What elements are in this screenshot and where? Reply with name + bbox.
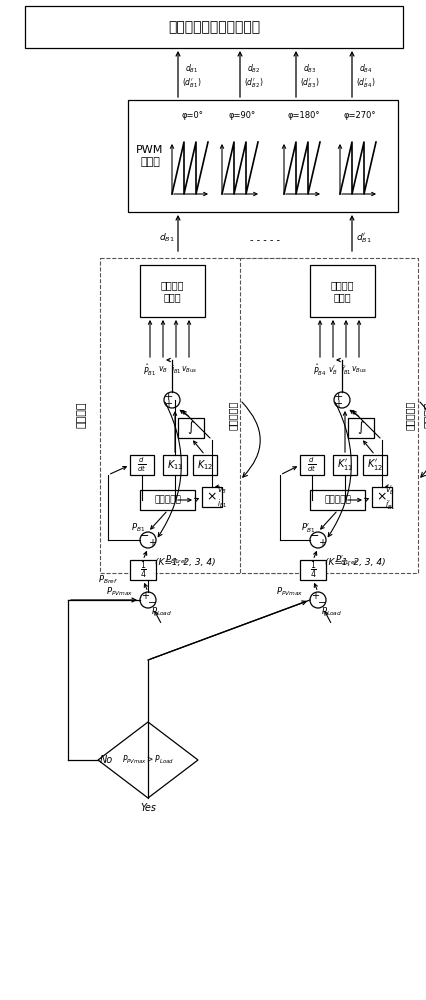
Text: $K_{11}$: $K_{11}$ bbox=[167, 458, 183, 472]
Circle shape bbox=[310, 592, 326, 608]
Text: φ=90°: φ=90° bbox=[228, 111, 256, 120]
Bar bbox=[178, 418, 204, 438]
Text: $P_{Load}$: $P_{Load}$ bbox=[321, 606, 343, 618]
Text: 非线性平
衡系统: 非线性平 衡系统 bbox=[331, 280, 354, 302]
Text: $i_{B1}'$: $i_{B1}'$ bbox=[341, 363, 351, 377]
Text: ∫: ∫ bbox=[358, 422, 364, 434]
Text: 反馈控制律: 反馈控制律 bbox=[405, 400, 415, 430]
Text: −: − bbox=[310, 531, 320, 541]
Text: −: − bbox=[140, 531, 150, 541]
Text: $P_{PVmax}>P_{Load}$: $P_{PVmax}>P_{Load}$ bbox=[122, 754, 174, 766]
Text: −: − bbox=[148, 598, 156, 608]
Text: $v_B$
$i_{B1}$: $v_B$ $i_{B1}$ bbox=[217, 486, 227, 510]
Bar bbox=[130, 455, 154, 475]
Text: +: + bbox=[141, 591, 149, 601]
Text: −: − bbox=[318, 598, 326, 608]
Bar bbox=[100, 258, 295, 573]
Text: $\frac{1}{4}$: $\frac{1}{4}$ bbox=[310, 559, 317, 581]
Text: $v_{Bus}$: $v_{Bus}$ bbox=[351, 365, 367, 375]
Text: $v_{B}'$
$i_{B1}'$: $v_{B}'$ $i_{B1}'$ bbox=[385, 484, 395, 512]
Bar bbox=[25, 6, 403, 48]
Text: 一阶滤波器: 一阶滤波器 bbox=[154, 495, 181, 504]
Text: +: + bbox=[148, 538, 156, 548]
Circle shape bbox=[140, 592, 156, 608]
Text: (K=1, 2, 3, 4): (K=1, 2, 3, 4) bbox=[155, 558, 215, 566]
Text: +: + bbox=[163, 392, 173, 402]
Text: ×: × bbox=[207, 490, 217, 504]
Text: No: No bbox=[99, 755, 112, 765]
Text: 储能蓄电池组双向变流器: 储能蓄电池组双向变流器 bbox=[168, 20, 260, 34]
Text: $K_{11}'$: $K_{11}'$ bbox=[337, 458, 353, 473]
Text: $\frac{d}{dt}$: $\frac{d}{dt}$ bbox=[308, 456, 317, 474]
Text: $P_{Bref}$: $P_{Bref}$ bbox=[98, 574, 118, 586]
Text: $d_{B4}$
$(d_{B4}')$: $d_{B4}$ $(d_{B4}')$ bbox=[356, 62, 376, 90]
Text: $P_{B1}'$: $P_{B1}'$ bbox=[301, 521, 315, 535]
Text: $\frac{1}{4}$: $\frac{1}{4}$ bbox=[140, 559, 147, 581]
Bar bbox=[130, 560, 156, 580]
Text: $v_B$: $v_B$ bbox=[158, 365, 168, 375]
Text: φ=180°: φ=180° bbox=[288, 111, 320, 120]
Text: (K=1, 2, 3, 4): (K=1, 2, 3, 4) bbox=[325, 558, 385, 566]
Text: $P_{Load}$: $P_{Load}$ bbox=[151, 606, 173, 618]
Bar bbox=[363, 455, 387, 475]
Bar bbox=[240, 258, 418, 573]
Text: $i_{B1}$: $i_{B1}$ bbox=[171, 364, 181, 376]
Circle shape bbox=[334, 392, 350, 408]
Text: Yes: Yes bbox=[140, 803, 156, 813]
Text: $d_{B1}$: $d_{B1}$ bbox=[159, 232, 175, 244]
Text: $d_{B3}$
$(d_{B3}')$: $d_{B3}$ $(d_{B3}')$ bbox=[300, 62, 320, 90]
Text: 放电模式: 放电模式 bbox=[77, 402, 87, 428]
Circle shape bbox=[164, 392, 180, 408]
Text: $P_{B1}$: $P_{B1}$ bbox=[131, 522, 145, 534]
Bar bbox=[140, 490, 195, 510]
Text: $d_{B1}'$: $d_{B1}'$ bbox=[356, 231, 372, 245]
Text: $P_{PVmax}$: $P_{PVmax}$ bbox=[106, 586, 134, 598]
Text: $K_{12}'$: $K_{12}'$ bbox=[367, 458, 383, 473]
Bar bbox=[202, 487, 222, 507]
Text: $v_{B}'$: $v_{B}'$ bbox=[328, 363, 338, 377]
Text: ×: × bbox=[377, 490, 387, 504]
Polygon shape bbox=[98, 722, 198, 798]
Bar bbox=[140, 265, 205, 317]
Text: $P_{B1ref}$: $P_{B1ref}$ bbox=[165, 554, 189, 566]
Text: 非线性平
衡系统: 非线性平 衡系统 bbox=[161, 280, 184, 302]
Text: $P_{PVmax}$: $P_{PVmax}$ bbox=[276, 586, 304, 598]
Bar bbox=[372, 487, 392, 507]
Text: +: + bbox=[311, 591, 319, 601]
Text: $d_{B2}$
$(d_{B2}')$: $d_{B2}$ $(d_{B2}')$ bbox=[244, 62, 264, 90]
Text: - - - - -: - - - - - bbox=[250, 235, 280, 245]
Text: 一阶滤波器: 一阶滤波器 bbox=[324, 495, 351, 504]
Text: $\hat{P}_{B4}$: $\hat{P}_{B4}$ bbox=[313, 362, 327, 378]
Text: +: + bbox=[164, 399, 172, 409]
Bar bbox=[128, 100, 398, 212]
Bar bbox=[333, 455, 357, 475]
Text: $\hat{P}_{B1}$: $\hat{P}_{B1}$ bbox=[144, 362, 157, 378]
Text: $v_{Bus}$: $v_{Bus}$ bbox=[181, 365, 197, 375]
Text: ∫: ∫ bbox=[188, 422, 194, 434]
Text: φ=270°: φ=270° bbox=[344, 111, 376, 120]
Text: +: + bbox=[333, 392, 343, 402]
Text: φ=0°: φ=0° bbox=[181, 111, 203, 120]
Bar bbox=[163, 455, 187, 475]
Text: 反馈控制律: 反馈控制律 bbox=[228, 400, 238, 430]
Text: +: + bbox=[334, 399, 342, 409]
Text: $P_{B1ref}'$: $P_{B1ref}'$ bbox=[335, 553, 359, 567]
Text: 充电模式: 充电模式 bbox=[425, 402, 426, 428]
Bar bbox=[310, 490, 365, 510]
Bar bbox=[300, 560, 326, 580]
Circle shape bbox=[310, 532, 326, 548]
Text: $K_{12}$: $K_{12}$ bbox=[197, 458, 213, 472]
Bar bbox=[348, 418, 374, 438]
Bar bbox=[300, 455, 324, 475]
Text: $\frac{d}{dt}$: $\frac{d}{dt}$ bbox=[138, 456, 147, 474]
Bar bbox=[193, 455, 217, 475]
Bar bbox=[310, 265, 375, 317]
Text: PWM
发生器: PWM 发生器 bbox=[136, 145, 164, 167]
Text: $d_{B1}$
$(d_{B1}')$: $d_{B1}$ $(d_{B1}')$ bbox=[182, 62, 202, 90]
Text: +: + bbox=[318, 538, 326, 548]
Circle shape bbox=[140, 532, 156, 548]
